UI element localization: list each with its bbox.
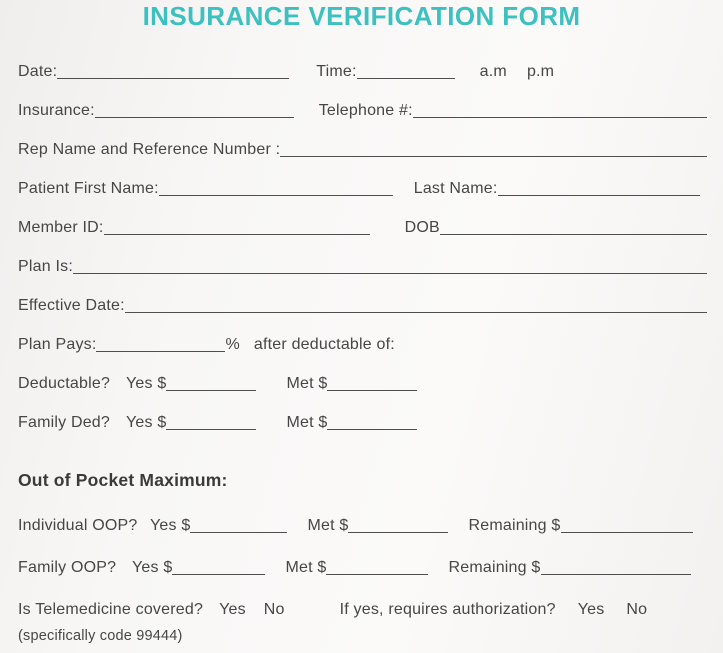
effective-date-row: Effective Date: — [18, 296, 707, 315]
deductable-row: Deductable? Yes $ Met $ — [18, 374, 707, 393]
family-ded-label: Family Ded? — [18, 414, 111, 431]
last-name-label: Last Name: — [413, 180, 498, 197]
family-ded-met-label: Met $ — [286, 414, 328, 431]
code-note-row: (specifically code 99444) — [18, 627, 707, 646]
member-id-field-blank[interactable] — [103, 219, 370, 235]
date-field-blank[interactable] — [57, 63, 290, 79]
telemedicine-row: Is Telemedicine covered? Yes No If yes, … — [18, 600, 707, 619]
member-id-dob-row: Member ID: DOB — [18, 218, 707, 237]
patient-first-name-label: Patient First Name: — [18, 180, 159, 197]
plan-pays-label: Plan Pays: — [18, 336, 97, 353]
authorization-label: If yes, requires authorization? — [339, 601, 556, 618]
patient-name-row: Patient First Name: Last Name: — [18, 179, 707, 198]
family-oop-yes-label: Yes $ — [132, 559, 173, 576]
deductable-label: Deductable? — [18, 375, 111, 392]
family-oop-yes-field-blank[interactable] — [172, 559, 266, 575]
insurance-label: Insurance: — [18, 102, 95, 119]
code-note: (specifically code 99444) — [18, 628, 183, 644]
deductable-met-label: Met $ — [286, 375, 328, 392]
am-option[interactable]: a.m — [479, 63, 507, 80]
deductable-met-field-blank[interactable] — [327, 375, 418, 391]
time-field-blank[interactable] — [356, 63, 455, 79]
family-ded-met-field-blank[interactable] — [327, 414, 418, 430]
telemedicine-yes-option[interactable]: Yes — [219, 601, 246, 618]
rep-name-label: Rep Name and Reference Number : — [18, 141, 281, 158]
after-deductable-label: after deductable of: — [253, 336, 395, 353]
form-title: INSURANCE VERIFICATION FORM — [142, 1, 581, 31]
telemedicine-label: Is Telemedicine covered? — [18, 601, 204, 618]
patient-first-name-field-blank[interactable] — [158, 180, 393, 196]
family-ded-yes-label: Yes $ — [126, 414, 167, 431]
individual-oop-remaining-field-blank[interactable] — [560, 517, 693, 533]
plan-is-field-blank[interactable] — [72, 258, 707, 274]
oop-heading: Out of Pocket Maximum: — [18, 470, 228, 490]
rep-name-field-blank[interactable] — [280, 141, 707, 157]
individual-oop-met-label: Met $ — [307, 517, 349, 534]
telephone-field-blank[interactable] — [412, 102, 707, 118]
authorization-no-option[interactable]: No — [626, 601, 648, 618]
family-oop-met-label: Met $ — [285, 559, 327, 576]
plan-pays-row: Plan Pays: % after deductable of: — [18, 335, 707, 354]
telephone-label: Telephone #: — [318, 102, 413, 119]
plan-pays-field-blank[interactable] — [96, 336, 226, 352]
insurance-telephone-row: Insurance: Telephone #: — [18, 101, 707, 120]
insurance-field-blank[interactable] — [94, 102, 294, 118]
date-label: Date: — [18, 63, 58, 80]
individual-oop-yes-field-blank[interactable] — [190, 517, 288, 533]
family-oop-remaining-field-blank[interactable] — [540, 559, 691, 575]
plan-is-label: Plan Is: — [18, 258, 73, 275]
time-label: Time: — [316, 63, 357, 80]
authorization-yes-option[interactable]: Yes — [577, 601, 605, 618]
date-time-row: Date: Time: a.m p.m — [18, 62, 707, 81]
rep-name-row: Rep Name and Reference Number : — [18, 140, 707, 159]
family-oop-remaining-label: Remaining $ — [448, 559, 541, 576]
telemedicine-no-option[interactable]: No — [263, 601, 285, 618]
dob-field-blank[interactable] — [439, 219, 707, 235]
family-oop-label: Family OOP? — [18, 559, 117, 576]
deductable-yes-field-blank[interactable] — [166, 375, 257, 391]
percent-sign: % — [225, 336, 240, 353]
pm-option[interactable]: p.m — [526, 63, 555, 80]
individual-oop-label: Individual OOP? — [18, 517, 138, 534]
effective-date-label: Effective Date: — [18, 297, 125, 314]
individual-oop-row: Individual OOP? Yes $ Met $ Remaining $ — [18, 516, 707, 535]
last-name-field-blank[interactable] — [497, 180, 700, 196]
family-ded-row: Family Ded? Yes $ Met $ — [18, 413, 707, 432]
individual-oop-met-field-blank[interactable] — [348, 517, 449, 533]
individual-oop-remaining-label: Remaining $ — [468, 517, 561, 534]
family-oop-met-field-blank[interactable] — [326, 559, 429, 575]
deductable-yes-label: Yes $ — [126, 375, 167, 392]
member-id-label: Member ID: — [18, 219, 104, 236]
plan-is-row: Plan Is: — [18, 257, 707, 276]
effective-date-field-blank[interactable] — [124, 297, 707, 313]
family-ded-yes-field-blank[interactable] — [166, 414, 257, 430]
dob-label: DOB — [404, 219, 440, 236]
family-oop-row: Family OOP? Yes $ Met $ Remaining $ — [18, 558, 707, 577]
individual-oop-yes-label: Yes $ — [150, 517, 191, 534]
